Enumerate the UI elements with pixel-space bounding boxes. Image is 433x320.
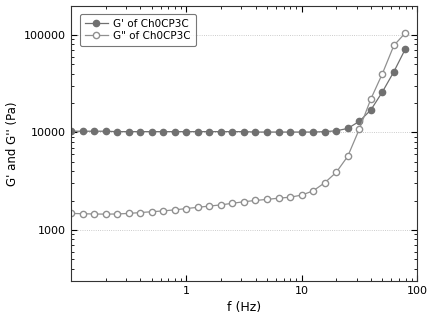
- G" of Ch0CP3C: [207, 204, 212, 208]
- G" of Ch0CP3C: [299, 193, 304, 197]
- G" of Ch0CP3C: [241, 200, 246, 204]
- G" of Ch0CP3C: [161, 209, 166, 213]
- G" of Ch0CP3C: [368, 97, 373, 101]
- G' of Ch0CP3C: [265, 130, 270, 134]
- G" of Ch0CP3C: [276, 196, 281, 200]
- G" of Ch0CP3C: [68, 212, 74, 215]
- G' of Ch0CP3C: [114, 130, 120, 133]
- G' of Ch0CP3C: [138, 130, 143, 133]
- G" of Ch0CP3C: [380, 72, 385, 76]
- G' of Ch0CP3C: [161, 130, 166, 133]
- G' of Ch0CP3C: [322, 130, 327, 133]
- G" of Ch0CP3C: [265, 197, 270, 201]
- G' of Ch0CP3C: [149, 130, 154, 133]
- G' of Ch0CP3C: [103, 129, 108, 133]
- G" of Ch0CP3C: [322, 181, 327, 185]
- G" of Ch0CP3C: [357, 127, 362, 131]
- G' of Ch0CP3C: [230, 130, 235, 133]
- G' of Ch0CP3C: [391, 70, 397, 74]
- G' of Ch0CP3C: [333, 129, 339, 133]
- G" of Ch0CP3C: [103, 212, 108, 216]
- G' of Ch0CP3C: [288, 130, 293, 134]
- G" of Ch0CP3C: [345, 154, 350, 158]
- G' of Ch0CP3C: [80, 129, 85, 133]
- G' of Ch0CP3C: [403, 47, 408, 51]
- G" of Ch0CP3C: [230, 201, 235, 205]
- G" of Ch0CP3C: [149, 210, 154, 214]
- G' of Ch0CP3C: [195, 130, 200, 133]
- G" of Ch0CP3C: [288, 195, 293, 199]
- G" of Ch0CP3C: [126, 212, 131, 215]
- G" of Ch0CP3C: [138, 211, 143, 214]
- G' of Ch0CP3C: [207, 130, 212, 133]
- G" of Ch0CP3C: [114, 212, 120, 216]
- G' of Ch0CP3C: [276, 130, 281, 134]
- G' of Ch0CP3C: [253, 130, 258, 134]
- G" of Ch0CP3C: [391, 44, 397, 47]
- G' of Ch0CP3C: [310, 130, 316, 134]
- G" of Ch0CP3C: [184, 207, 189, 211]
- G' of Ch0CP3C: [241, 130, 246, 133]
- G' of Ch0CP3C: [345, 126, 350, 130]
- G" of Ch0CP3C: [310, 189, 316, 193]
- G" of Ch0CP3C: [80, 212, 85, 216]
- Legend: G' of Ch0CP3C, G" of Ch0CP3C: G' of Ch0CP3C, G" of Ch0CP3C: [80, 13, 196, 46]
- G" of Ch0CP3C: [403, 31, 408, 35]
- G' of Ch0CP3C: [380, 90, 385, 94]
- G" of Ch0CP3C: [172, 208, 178, 212]
- G" of Ch0CP3C: [253, 198, 258, 202]
- G" of Ch0CP3C: [333, 171, 339, 174]
- G' of Ch0CP3C: [184, 130, 189, 133]
- G" of Ch0CP3C: [91, 212, 97, 216]
- G' of Ch0CP3C: [368, 108, 373, 112]
- Line: G" of Ch0CP3C: G" of Ch0CP3C: [68, 30, 409, 217]
- G' of Ch0CP3C: [357, 119, 362, 123]
- G' of Ch0CP3C: [68, 129, 74, 133]
- G' of Ch0CP3C: [91, 129, 97, 133]
- G' of Ch0CP3C: [218, 130, 223, 133]
- X-axis label: f (Hz): f (Hz): [227, 301, 261, 315]
- Line: G' of Ch0CP3C: G' of Ch0CP3C: [68, 46, 409, 135]
- G' of Ch0CP3C: [126, 130, 131, 133]
- Y-axis label: G' and G'' (Pa): G' and G'' (Pa): [6, 101, 19, 186]
- G' of Ch0CP3C: [299, 130, 304, 134]
- G' of Ch0CP3C: [172, 130, 178, 133]
- G" of Ch0CP3C: [195, 205, 200, 209]
- G" of Ch0CP3C: [218, 203, 223, 207]
